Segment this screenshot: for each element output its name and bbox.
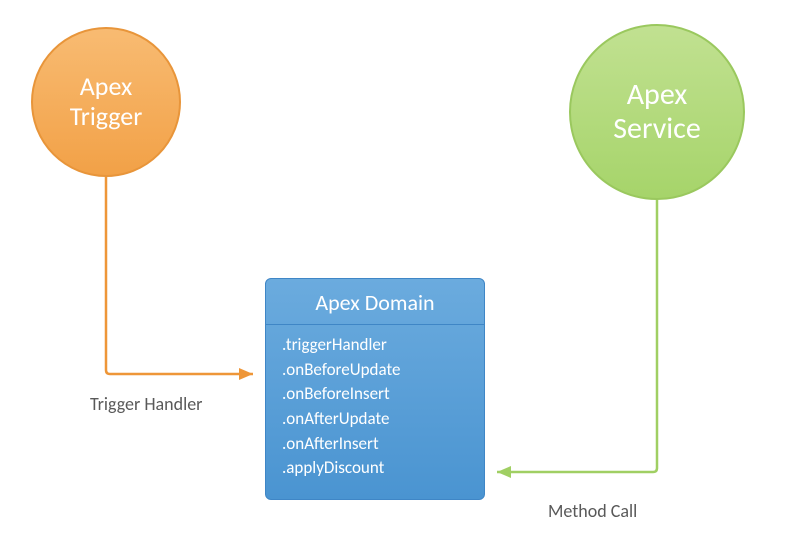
domain-method: .onAfterInsert [282, 432, 468, 457]
apex-service-label-line2: Service [613, 110, 701, 147]
domain-method: .onAfterUpdate [282, 407, 468, 432]
service-arrowhead [497, 466, 511, 478]
apex-domain-node: Apex Domain .triggerHandler .onBeforeUpd… [265, 278, 485, 500]
trigger-handler-label: Trigger Handler [90, 393, 202, 415]
trigger-arrowhead [239, 368, 253, 380]
apex-trigger-label-line1: Apex [80, 70, 133, 102]
domain-method: .triggerHandler [282, 333, 468, 358]
domain-method: .onBeforeInsert [282, 382, 468, 407]
apex-trigger-label-line2: Trigger [70, 100, 143, 132]
apex-domain-methods: .triggerHandler .onBeforeUpdate .onBefor… [266, 325, 484, 493]
method-call-label: Method Call [548, 500, 637, 522]
apex-domain-title: Apex Domain [266, 279, 484, 324]
apex-service-node: Apex Service [569, 24, 745, 200]
apex-service-label: Apex Service [613, 78, 701, 147]
domain-method: .applyDiscount [282, 456, 468, 481]
domain-method: .onBeforeUpdate [282, 358, 468, 383]
apex-trigger-label: Apex Trigger [70, 72, 143, 132]
trigger-connector [106, 177, 253, 374]
apex-service-label-line1: Apex [627, 76, 688, 113]
service-connector [497, 200, 657, 472]
apex-trigger-node: Apex Trigger [31, 27, 181, 177]
